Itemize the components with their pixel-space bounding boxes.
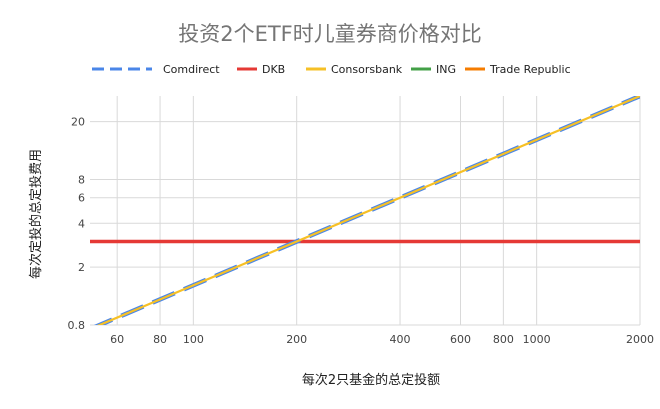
y-tick-label: 0.8 (68, 319, 86, 332)
legend-label-dkb: DKB (262, 63, 285, 76)
series-lines (90, 96, 640, 325)
tick-labels: 60 80 100 200 400 600 800 1000 2000 0.8 2 4 6 8 20 (68, 116, 655, 346)
x-tick-label: 800 (493, 333, 514, 346)
y-axis-label: 每次定投的总定投费用 (28, 149, 44, 279)
chart-title: 投资2个ETF时儿童券商价格对比 (178, 22, 482, 46)
y-tick-label: 2 (78, 261, 85, 274)
x-tick-label: 600 (450, 333, 471, 346)
x-tick-label: 60 (110, 333, 124, 346)
series-line-consorsbank (96, 96, 640, 325)
x-axis-label: 每次2只基金的总定投额 (302, 372, 440, 388)
x-tick-label: 200 (286, 333, 307, 346)
legend-label-consorsbank: Consorsbank (331, 63, 403, 76)
legend-label-ing: ING (436, 63, 456, 76)
x-tick-label: 400 (390, 333, 411, 346)
legend-label-trade-republic: Trade Republic (489, 63, 571, 76)
y-tick-label: 20 (71, 116, 85, 129)
x-tick-label: 80 (153, 333, 167, 346)
legend: Comdirect DKB Consorsbank ING Trade Republic (92, 63, 571, 76)
x-tick-label: 100 (183, 333, 204, 346)
grid-lines (90, 96, 641, 326)
legend-label-comdirect: Comdirect (163, 63, 220, 76)
x-tick-label: 1000 (523, 333, 551, 346)
y-tick-label: 6 (78, 192, 85, 205)
y-tick-label: 8 (78, 174, 85, 187)
y-tick-label: 4 (78, 217, 85, 230)
x-tick-label: 2000 (626, 333, 654, 346)
